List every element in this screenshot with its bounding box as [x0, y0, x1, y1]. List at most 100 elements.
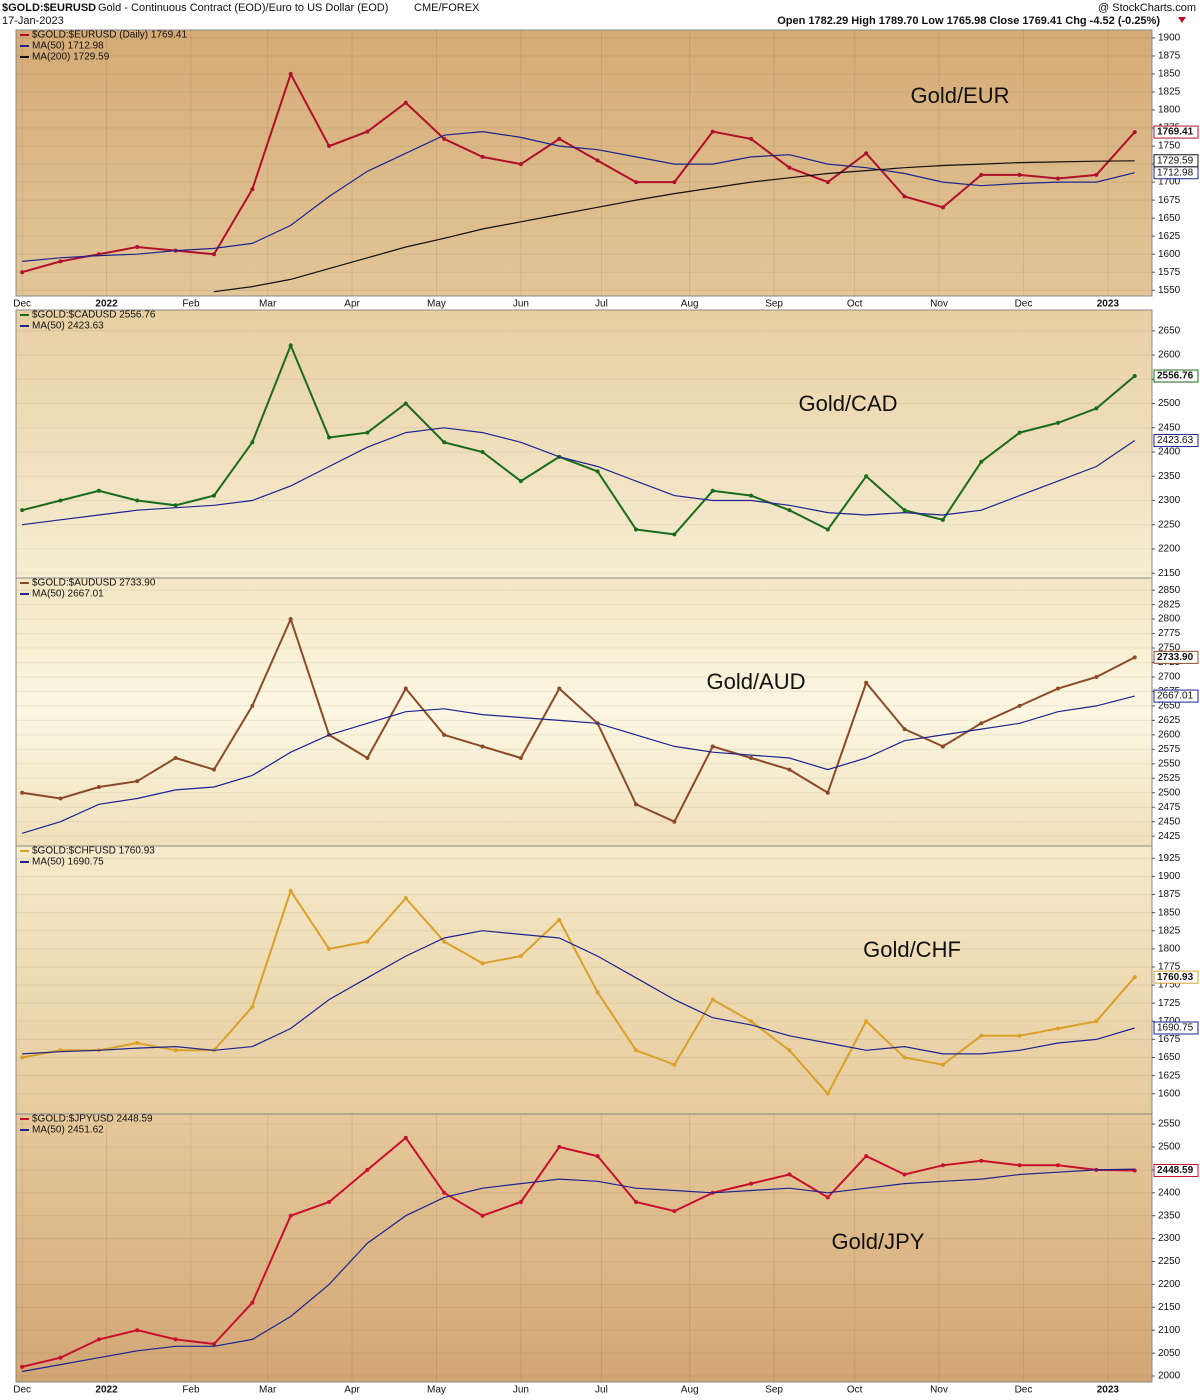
moving-average-line: [213, 160, 1135, 293]
value-box-label: 2556.76: [1157, 371, 1194, 382]
price-point: [173, 1337, 178, 1342]
price-point: [902, 1055, 907, 1060]
price-point: [480, 449, 485, 454]
price-point: [1094, 674, 1099, 679]
price-point: [633, 1048, 638, 1053]
price-point: [1056, 686, 1061, 691]
y-tick-label: 2250: [1158, 519, 1181, 530]
x-tick-label: Oct: [847, 1385, 863, 1396]
legend-entry: $GOLD:$CADUSD 2556.76: [32, 310, 156, 321]
y-tick-label: 2475: [1158, 802, 1181, 813]
price-point: [557, 136, 562, 141]
price-point: [595, 158, 600, 163]
x-tick-label: 2022: [95, 1385, 118, 1396]
price-point: [365, 1167, 370, 1172]
x-tick-label: Sep: [765, 299, 783, 310]
down-arrow: [1178, 17, 1186, 23]
price-point: [250, 187, 255, 192]
price-point: [1056, 176, 1061, 181]
y-tick-label: 2450: [1158, 816, 1181, 827]
price-point: [864, 1154, 869, 1159]
x-tick-label: Dec: [13, 299, 31, 310]
legend-entry: MA(50) 1690.75: [32, 857, 104, 868]
panel-background: [15, 309, 1153, 579]
price-point: [787, 1172, 792, 1177]
price-point: [403, 686, 408, 691]
value-box: [1153, 1164, 1199, 1178]
price-point: [749, 493, 754, 498]
y-tick-label: 2500: [1158, 398, 1181, 409]
price-point: [864, 474, 869, 479]
price-point: [96, 1337, 101, 1342]
y-tick-label: 1750: [1158, 141, 1181, 152]
y-tick-label: 2550: [1158, 1119, 1181, 1130]
price-point: [442, 440, 447, 445]
y-tick-label: 2500: [1158, 787, 1181, 798]
y-tick-label: 2775: [1158, 628, 1181, 639]
y-tick-label: 2650: [1158, 701, 1181, 712]
y-tick-label: 1600: [1158, 249, 1181, 260]
y-tick-label: 2800: [1158, 614, 1181, 625]
price-point: [672, 1209, 677, 1214]
price-point: [864, 680, 869, 685]
panel-background: [15, 29, 1153, 297]
x-tick-label: Feb: [182, 299, 200, 310]
price-point: [20, 790, 25, 795]
price-point: [633, 802, 638, 807]
y-tick-label: 2500: [1158, 1142, 1181, 1153]
price-point: [327, 1199, 332, 1204]
y-tick-label: 2400: [1158, 447, 1181, 458]
price-point: [403, 896, 408, 901]
y-tick-label: 1700: [1158, 177, 1181, 188]
price-point: [672, 819, 677, 824]
value-box-label: 2423.63: [1157, 435, 1194, 446]
y-tick-label: 2600: [1158, 730, 1181, 741]
y-tick-label: 2650: [1158, 325, 1181, 336]
value-box: [1153, 154, 1199, 168]
y-tick-label: 2150: [1158, 568, 1181, 579]
y-tick-label: 1800: [1158, 943, 1181, 954]
price-point: [518, 162, 523, 167]
value-box: [1153, 1021, 1199, 1035]
price-point: [787, 1048, 792, 1053]
x-tick-label: 2023: [1097, 299, 1120, 310]
price-point: [940, 205, 945, 210]
price-point: [288, 343, 293, 348]
price-point: [672, 1062, 677, 1067]
price-point: [902, 1172, 907, 1177]
panel-background: [15, 1113, 1153, 1383]
price-point: [173, 756, 178, 761]
price-point: [58, 1355, 63, 1360]
price-point: [58, 259, 63, 264]
price-point: [595, 990, 600, 995]
y-tick-label: 1825: [1158, 925, 1181, 936]
legend-entry: MA(50) 1712.98: [32, 41, 104, 52]
price-point: [173, 503, 178, 508]
y-tick-label: 1825: [1158, 87, 1181, 98]
y-tick-label: 1850: [1158, 907, 1181, 918]
y-tick-label: 1675: [1158, 1034, 1181, 1045]
price-point: [979, 172, 984, 177]
x-tick-label: Jul: [595, 1385, 608, 1396]
price-point: [710, 997, 715, 1002]
header-quote: Open 1782.29 High 1789.70 Low 1765.98 Cl…: [777, 15, 1160, 27]
price-point: [135, 779, 140, 784]
price-point: [135, 1041, 140, 1046]
x-tick-label: Jun: [513, 1385, 529, 1396]
header-symbol: $GOLD:$EURUSD: [2, 2, 96, 14]
price-point: [327, 144, 332, 149]
value-box-label: 1760.93: [1157, 972, 1194, 983]
price-point: [633, 1199, 638, 1204]
value-box: [1153, 434, 1199, 448]
price-line: [21, 342, 1136, 536]
price-point: [365, 129, 370, 134]
x-tick-label: Apr: [344, 1385, 360, 1396]
value-box-label: 1729.59: [1157, 155, 1194, 166]
y-tick-label: 1575: [1158, 267, 1181, 278]
legend-entry: $GOLD:$EURUSD (Daily) 1769.41: [32, 30, 187, 41]
x-tick-label: May: [427, 299, 446, 310]
y-tick-label: 2625: [1158, 715, 1181, 726]
price-point: [327, 435, 332, 440]
x-tick-label: Oct: [847, 299, 863, 310]
